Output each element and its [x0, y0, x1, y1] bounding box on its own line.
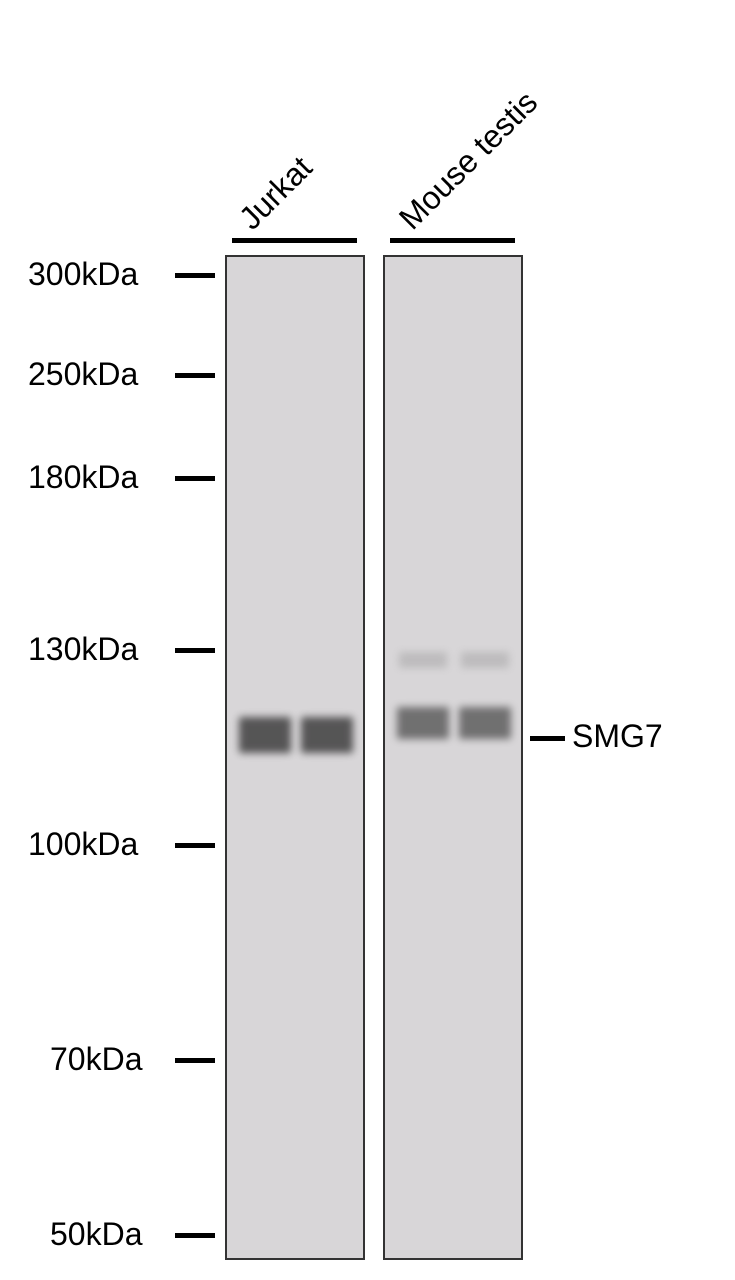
marker-tick-1 [175, 373, 215, 378]
marker-tick-5 [175, 1058, 215, 1063]
marker-label-3: 130kDa [28, 631, 138, 668]
protein-band [397, 707, 449, 739]
marker-tick-0 [175, 273, 215, 278]
marker-tick-6 [175, 1233, 215, 1238]
protein-band [301, 717, 353, 753]
protein-band [239, 717, 291, 753]
marker-label-5: 70kDa [50, 1041, 143, 1078]
protein-band [399, 652, 447, 668]
gel-lane-0 [225, 255, 365, 1260]
marker-label-4: 100kDa [28, 826, 138, 863]
lane-label-0: Jurkat [232, 149, 320, 237]
marker-tick-4 [175, 843, 215, 848]
marker-tick-2 [175, 476, 215, 481]
protein-label-tick [530, 736, 565, 741]
marker-label-1: 250kDa [28, 356, 138, 393]
lane-label-1: Mouse testis [392, 84, 545, 237]
western-blot-figure: Jurkat Mouse testis 300kDa 250kDa 180kDa 130k… [0, 0, 735, 1280]
protein-band [459, 707, 511, 739]
lane-underline-0 [232, 238, 357, 243]
marker-label-2: 180kDa [28, 459, 138, 496]
protein-band [461, 652, 509, 668]
marker-tick-3 [175, 648, 215, 653]
protein-name-label: SMG7 [572, 718, 663, 755]
gel-lane-1 [383, 255, 523, 1260]
marker-label-6: 50kDa [50, 1216, 143, 1253]
lane-underline-1 [390, 238, 515, 243]
marker-label-0: 300kDa [28, 256, 138, 293]
